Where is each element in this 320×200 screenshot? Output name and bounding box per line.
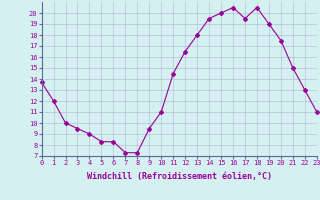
X-axis label: Windchill (Refroidissement éolien,°C): Windchill (Refroidissement éolien,°C) [87, 172, 272, 181]
